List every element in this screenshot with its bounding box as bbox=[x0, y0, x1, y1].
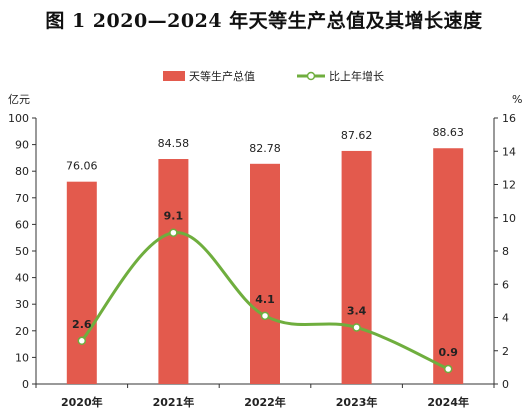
y-left-unit: 亿元 bbox=[8, 93, 30, 106]
bar-value-label: 84.58 bbox=[158, 137, 190, 150]
bar bbox=[158, 159, 189, 384]
bar-value-label: 82.78 bbox=[249, 142, 281, 155]
x-tick-label: 2024年 bbox=[427, 395, 469, 409]
growth-value-label: 3.4 bbox=[347, 304, 367, 317]
legend-line-marker bbox=[306, 71, 316, 81]
y-left-tick-label: 30 bbox=[15, 298, 29, 311]
bar bbox=[433, 148, 464, 384]
bar bbox=[250, 163, 280, 384]
y-right-tick-label: 14 bbox=[502, 145, 516, 158]
growth-value-label: 9.1 bbox=[164, 210, 184, 223]
bar-value-label: 76.06 bbox=[66, 160, 98, 173]
bar bbox=[66, 181, 97, 384]
y-right-tick-label: 4 bbox=[502, 312, 509, 325]
y-right-tick-label: 8 bbox=[502, 245, 509, 258]
y-left-tick-label: 90 bbox=[15, 139, 29, 152]
y-left-tick-label: 80 bbox=[15, 165, 29, 178]
y-right-tick-label: 0 bbox=[502, 378, 509, 391]
y-left-tick-label: 40 bbox=[15, 272, 29, 285]
y-left-tick-label: 70 bbox=[15, 192, 29, 205]
bars bbox=[66, 148, 464, 384]
legend-bar-label: 天等生产总值 bbox=[189, 69, 255, 83]
data-labels: 76.06 84.58 82.78 87.62 88.63 2.6 9.1 4.1 3.4 0.9 bbox=[66, 126, 464, 359]
y-right-unit: % bbox=[512, 93, 522, 106]
growth-value-label: 0.9 bbox=[438, 346, 458, 359]
legend: 天等生产总值 比上年增长 bbox=[163, 69, 384, 83]
x-tick-label: 2023年 bbox=[336, 395, 378, 409]
x-tick-label: 2021年 bbox=[153, 395, 195, 409]
growth-value-label: 2.6 bbox=[72, 318, 92, 331]
x-tick-label: 2022年 bbox=[244, 395, 286, 409]
bar-value-label: 87.62 bbox=[341, 129, 373, 142]
y-left-tick-label: 10 bbox=[15, 351, 29, 364]
bar-value-label: 88.63 bbox=[432, 126, 464, 139]
growth-point bbox=[77, 336, 87, 346]
x-tick-label: 2020年 bbox=[61, 395, 103, 409]
y-right-tick-label: 10 bbox=[502, 212, 516, 225]
growth-point bbox=[260, 311, 270, 321]
growth-point bbox=[352, 323, 361, 332]
y-left-tick-label: 20 bbox=[15, 325, 29, 338]
y-right-tick-label: 16 bbox=[502, 112, 516, 125]
y-right-tick-label: 6 bbox=[502, 278, 509, 291]
y-left-tick-label: 60 bbox=[15, 218, 29, 231]
legend-bar-swatch bbox=[163, 71, 185, 81]
y-left-tick-label: 100 bbox=[8, 112, 29, 125]
legend-line-label: 比上年增长 bbox=[329, 69, 384, 83]
growth-point bbox=[169, 228, 178, 237]
y-right-tick-label: 12 bbox=[502, 179, 516, 192]
growth-line bbox=[77, 228, 453, 374]
bar bbox=[341, 150, 372, 384]
growth-value-label: 4.1 bbox=[255, 293, 275, 306]
growth-point bbox=[443, 364, 453, 374]
y-left-tick-label: 0 bbox=[22, 378, 29, 391]
growth-line-path bbox=[80, 231, 450, 371]
chart-title: 图 1 2020—2024 年天等生产总值及其增长速度 bbox=[45, 10, 483, 32]
y-left-tick-label: 50 bbox=[15, 245, 29, 258]
y-right-tick-label: 2 bbox=[502, 345, 509, 358]
